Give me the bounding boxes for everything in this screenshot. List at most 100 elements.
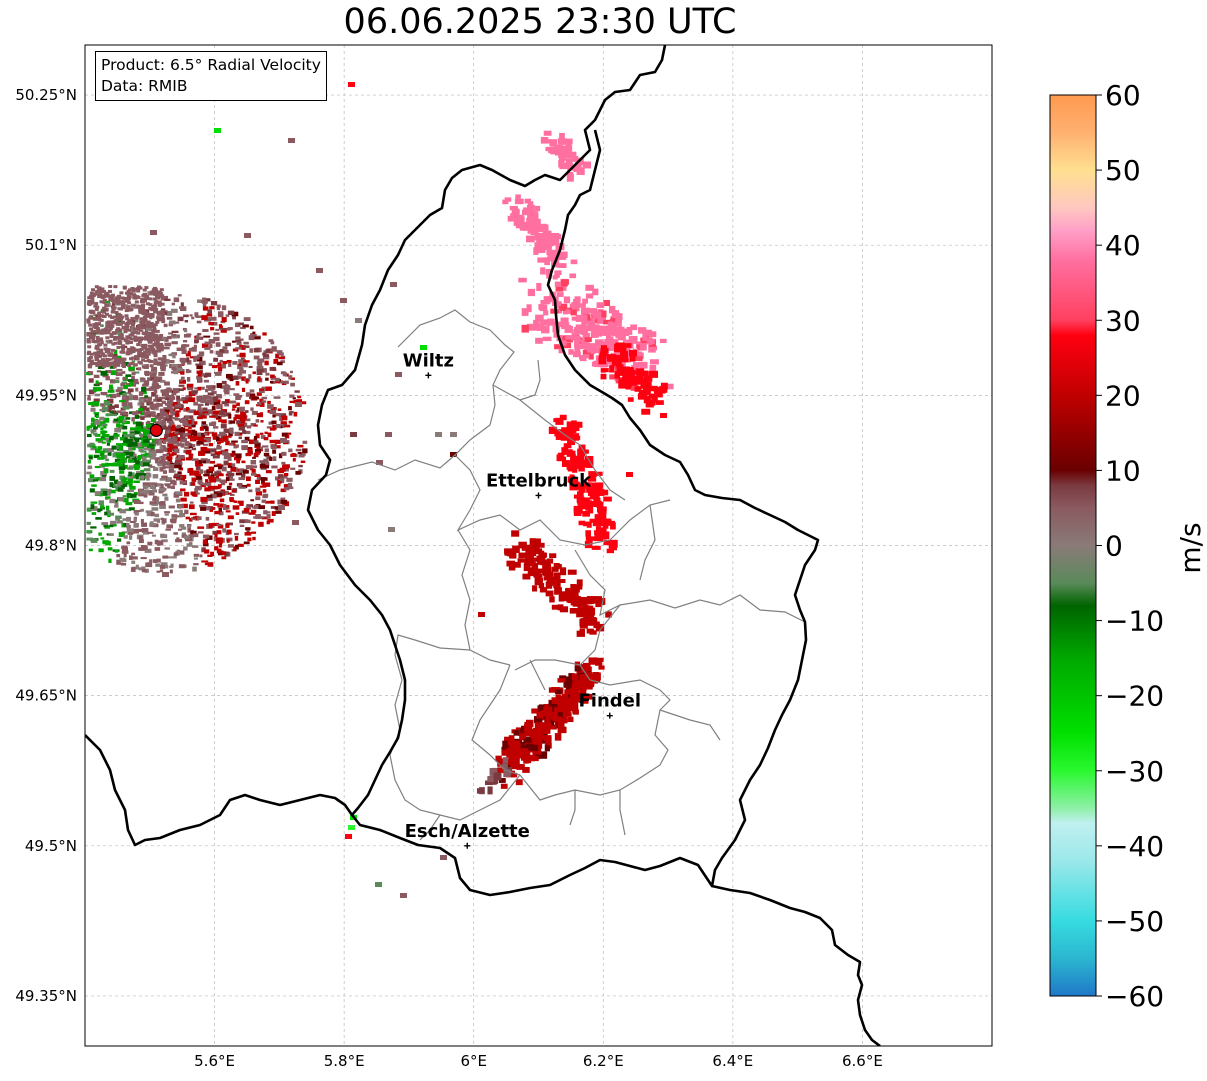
echo-cell bbox=[280, 421, 287, 425]
echo-cell bbox=[609, 374, 616, 380]
echo-cell bbox=[241, 387, 246, 392]
echo-cell bbox=[206, 448, 210, 451]
echo-cell bbox=[124, 298, 130, 303]
echo-cell bbox=[122, 477, 128, 481]
echo-cell bbox=[197, 372, 202, 377]
echo-cell bbox=[280, 438, 287, 443]
echo-cell bbox=[543, 310, 549, 316]
echo-cell bbox=[508, 735, 515, 741]
echo-cell bbox=[160, 423, 165, 428]
echo-cell bbox=[263, 354, 269, 357]
echo-cell bbox=[231, 340, 236, 343]
echo-cell bbox=[134, 430, 141, 435]
echo-cell bbox=[547, 296, 556, 302]
echo-cell bbox=[535, 314, 544, 322]
echo-cell bbox=[180, 398, 186, 402]
echo-cell bbox=[90, 300, 95, 304]
echo-cell bbox=[213, 491, 221, 495]
echo-cell bbox=[589, 317, 596, 324]
echo-cell bbox=[113, 335, 118, 339]
echo-cell bbox=[586, 482, 592, 491]
echo-cell bbox=[128, 456, 135, 462]
echo-cell bbox=[87, 357, 92, 363]
echo-cell bbox=[151, 290, 156, 294]
echo-cell bbox=[129, 393, 133, 399]
echo-cell bbox=[122, 297, 127, 301]
echo-cell bbox=[133, 336, 138, 340]
echo-cell bbox=[141, 528, 149, 533]
echo-cell bbox=[165, 477, 172, 483]
echo-cell bbox=[157, 462, 165, 467]
echo-cell bbox=[189, 501, 194, 504]
echo-cell bbox=[260, 460, 266, 465]
echo-cell bbox=[280, 360, 285, 364]
echo-cell bbox=[134, 414, 140, 419]
echo-cell bbox=[175, 428, 182, 433]
echo-cell bbox=[210, 474, 215, 478]
echo-cell bbox=[269, 456, 273, 461]
echo-cell bbox=[113, 479, 119, 485]
echo-cell bbox=[610, 539, 618, 548]
city-marker bbox=[606, 712, 613, 719]
echo-cell bbox=[250, 333, 254, 336]
echo-cell bbox=[88, 356, 93, 360]
echo-cell bbox=[87, 531, 92, 534]
echo-cell bbox=[573, 692, 581, 700]
echo-cell bbox=[580, 339, 587, 347]
echo-cell bbox=[233, 445, 238, 449]
echo-cell bbox=[110, 316, 115, 320]
echo-cell bbox=[152, 297, 157, 301]
echo-cell bbox=[115, 377, 120, 380]
echo-cell bbox=[149, 292, 154, 296]
echo-cell bbox=[119, 458, 125, 464]
echo-cell bbox=[544, 139, 552, 144]
echo-cell bbox=[556, 697, 562, 706]
echo-cell bbox=[183, 344, 190, 347]
y-axis-ticks: 50.25°N50.1°N49.95°N49.8°N49.65°N49.5°N4… bbox=[15, 86, 77, 1005]
echo-cell bbox=[574, 483, 582, 490]
echo-cell bbox=[211, 390, 217, 395]
echo-cell bbox=[215, 342, 221, 347]
echo-cell bbox=[166, 453, 174, 457]
echo-cell bbox=[232, 505, 240, 510]
echo-cell bbox=[219, 440, 224, 443]
echo-cell bbox=[148, 297, 153, 301]
echo-cell bbox=[543, 707, 552, 713]
echo-cell bbox=[275, 423, 281, 429]
echo-cell bbox=[529, 223, 538, 229]
echo-cell bbox=[517, 219, 523, 228]
echo-cell bbox=[205, 388, 209, 393]
echo-cell bbox=[189, 436, 197, 442]
echo-cell bbox=[184, 446, 191, 449]
echo-cell bbox=[602, 328, 609, 336]
echo-cell bbox=[95, 335, 100, 339]
echo-cell bbox=[348, 825, 355, 830]
echo-cell bbox=[203, 379, 209, 383]
echo-cell bbox=[92, 401, 100, 407]
echo-cell bbox=[112, 320, 117, 324]
echo-cell bbox=[235, 322, 241, 328]
echo-cell bbox=[128, 447, 133, 451]
echo-cell bbox=[573, 298, 580, 304]
echo-cell bbox=[557, 322, 566, 327]
echo-cell bbox=[288, 420, 293, 424]
echo-cell bbox=[148, 464, 153, 468]
echo-cell bbox=[191, 424, 196, 428]
echo-cell bbox=[592, 288, 599, 296]
echo-cell bbox=[559, 303, 568, 310]
echo-cell bbox=[138, 323, 143, 327]
echo-cell bbox=[134, 522, 139, 528]
echo-cell bbox=[557, 717, 564, 723]
echo-cell bbox=[187, 527, 191, 532]
echo-cell bbox=[298, 464, 303, 468]
echo-cell bbox=[148, 491, 155, 496]
echo-cell bbox=[250, 459, 257, 465]
echo-cell bbox=[523, 563, 531, 572]
echo-cell bbox=[218, 438, 223, 442]
echo-cell bbox=[214, 546, 219, 551]
echo-cell bbox=[158, 291, 163, 295]
echo-cell bbox=[542, 336, 552, 342]
echo-cell bbox=[162, 446, 167, 451]
echo-cell bbox=[132, 566, 140, 570]
